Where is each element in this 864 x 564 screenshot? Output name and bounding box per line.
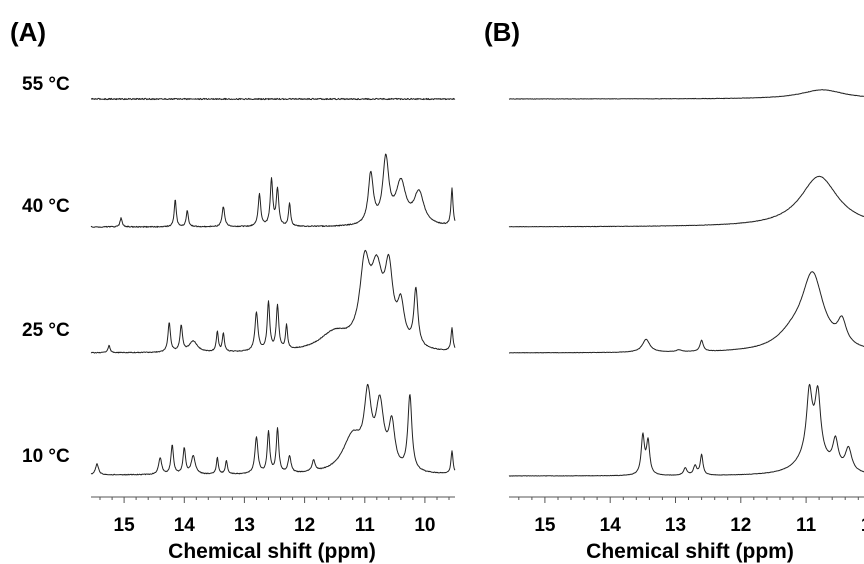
spectra-group [508, 89, 864, 477]
x-axis-title: Chemical shift (ppm) [586, 540, 794, 563]
spectrum-trace [90, 383, 456, 476]
spectrum-trace [509, 271, 864, 354]
spectrum-trace [508, 89, 864, 100]
spectra-group [90, 97, 456, 476]
x-tick-label: 13 [234, 515, 255, 536]
temperature-label: 25 °C [22, 320, 70, 341]
x-tick-label: 12 [730, 515, 751, 536]
x-tick-label: 12 [294, 515, 315, 536]
x-tick-label: 14 [600, 515, 622, 536]
spectrum-trace [508, 383, 864, 477]
temperature-label: 40 °C [22, 196, 70, 217]
temperature-label: 55 °C [22, 74, 70, 95]
x-tick-label: 11 [796, 515, 817, 536]
x-axis-ticks [518, 497, 859, 503]
panel-a: (A) 55 °C 40 °C 25 °C 10 °C 15 14 13 12 11 10… [10, 17, 456, 563]
x-tick-label: 15 [114, 515, 136, 536]
temperature-label: 10 °C [22, 446, 70, 467]
spectrum-trace [90, 249, 456, 354]
panel-label: (A) [10, 17, 46, 47]
x-tick-label: 15 [534, 515, 556, 536]
spectrum-trace [90, 153, 456, 228]
x-tick-label: 11 [355, 515, 376, 536]
panel-b: (B) 15 14 13 12 11 10 Chemical shift (ppm) [484, 17, 864, 563]
x-axis-ticks [99, 497, 450, 503]
x-tick-label: 14 [174, 515, 196, 536]
x-axis-title: Chemical shift (ppm) [168, 540, 376, 563]
spectrum-trace [91, 97, 456, 101]
panel-label: (B) [484, 17, 520, 47]
x-tick-label: 13 [665, 515, 686, 536]
x-axis-tick-labels: 15 14 13 12 11 10 [114, 515, 436, 536]
x-tick-label: 10 [414, 515, 435, 536]
x-tick-label: 10 [861, 515, 864, 536]
spectrum-trace [508, 175, 864, 228]
x-axis-tick-labels: 15 14 13 12 11 10 [534, 515, 864, 536]
